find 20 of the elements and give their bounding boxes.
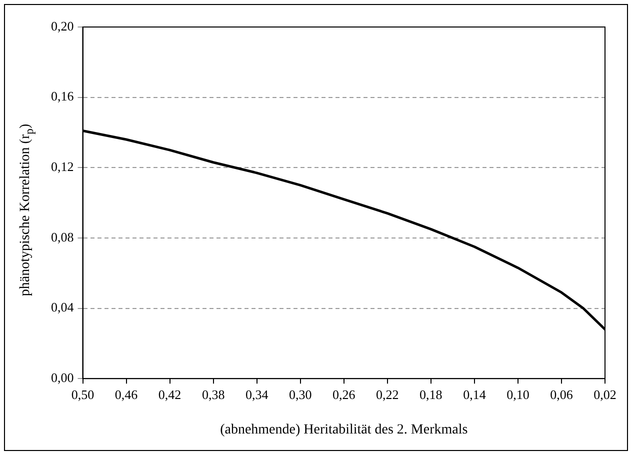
y-tick-label: 0,00 (51, 370, 74, 386)
x-tick-label: 0,10 (506, 386, 530, 402)
x-axis-title: (abnehmende) Heritabilität des 2. Merkmals (220, 422, 468, 438)
y-tick-label: 0,08 (51, 229, 74, 244)
x-tick-label: 0,38 (202, 386, 225, 402)
x-tick-label: 0,34 (245, 386, 269, 402)
y-tick-label: 0,04 (51, 300, 74, 315)
x-tick-label: 0,02 (594, 386, 616, 402)
x-tick-label: 0,26 (332, 386, 356, 402)
x-tick-label: 0,18 (420, 386, 442, 402)
x-tick-label: 0,30 (288, 386, 312, 402)
y-tick-label: 0,16 (51, 88, 74, 104)
x-tick-label: 0,50 (71, 386, 94, 402)
x-tick-label: 0,22 (376, 386, 399, 402)
x-tick-label: 0,06 (550, 386, 574, 402)
x-tick-label: 0,14 (463, 386, 486, 402)
x-tick-label: 0,46 (114, 386, 138, 402)
y-tick-label: 0,12 (51, 159, 74, 174)
x-tick-label: 0,42 (158, 386, 182, 402)
y-tick-label: 0,20 (51, 18, 74, 34)
